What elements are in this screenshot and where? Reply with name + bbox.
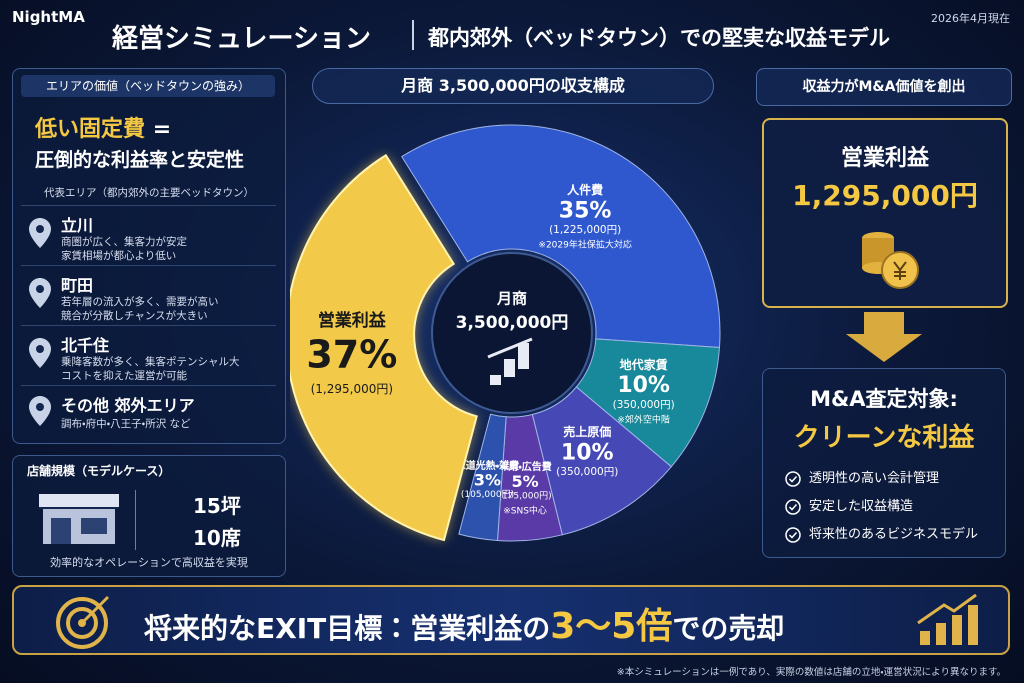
area-line: 若年層の流入が多く、需要が高い [61, 296, 219, 308]
subtitle: 都内郊外（ベッドタウン）での堅実な収益モデル [428, 26, 890, 50]
headline-equals: = [152, 117, 172, 142]
ma-title: M&A査定対象: [810, 387, 958, 411]
segment-value: 3% [474, 470, 501, 489]
chart-title: 月商 3,500,000円の収支構成 [312, 68, 714, 104]
segment-name: 地代家賃 [620, 357, 668, 372]
icon-bar [504, 359, 515, 377]
donut-segment [401, 124, 721, 349]
segment-value: 35% [559, 198, 612, 223]
center-label: 月商 [496, 290, 527, 308]
segment-note: ※郊外空中階 [617, 413, 670, 425]
segment-amount: (1,295,000円) [311, 382, 393, 396]
growth-icon [487, 337, 533, 385]
area-name: 立川 [61, 216, 94, 235]
panel-heading: 収益力がM&A価値を創出 [756, 68, 1012, 106]
growth-icon [917, 593, 978, 645]
area-name: 北千住 [61, 336, 110, 355]
area-line: 乗降客数が多く、集客ポテンシャル大 [61, 356, 240, 368]
area-item: 立川 商圏が広く、集客力が安定 家賃相場が都心より低い [21, 205, 276, 264]
segment-name: 水道光熱・雑費 [455, 459, 519, 472]
headline-accent: 低い固定費 [35, 117, 146, 142]
store-seats: 10席 [193, 526, 241, 550]
areas-heading: 代表エリア（都内郊外の主要ベッドタウン） [44, 187, 254, 199]
title: 経営シミュレーション [112, 24, 371, 54]
check-item: 将来性のあるビジネスモデル [809, 527, 979, 542]
donut-segment [458, 413, 507, 542]
donut-chart: 人件費35%(1,225,000円)※2029年社保拡大対応地代家賃10%(35… [290, 124, 721, 542]
profit-label: 営業利益 [840, 146, 929, 171]
area-item: 町田 若年層の流入が多く、需要が高い 競合が分散しチャンスが大きい [21, 265, 276, 324]
check-icon [785, 470, 801, 487]
segment-name: 営業利益 [318, 310, 387, 331]
target-icon [56, 595, 110, 649]
area-item: 北千住 乗降客数が多く、集客ポテンシャル大 コストを抑えた運営が可能 [21, 325, 276, 384]
headline: 圧倒的な利益率と安定性 [35, 149, 245, 171]
segment-name: 採用・広告費 [498, 460, 551, 473]
date: 2026年4月現在 [931, 12, 1010, 25]
area-line: コストを抑えた運営が可能 [61, 370, 187, 382]
segment-name: 売上原価 [563, 424, 611, 439]
segment-amount: (175,000円) [498, 491, 551, 502]
segment-value: 10% [561, 440, 614, 465]
segment-value: 10% [617, 373, 670, 398]
segment-amount: (350,000円) [556, 466, 618, 478]
segment-name: 人件費 [566, 182, 603, 197]
brand: NightMA [12, 8, 85, 26]
pin-icon [29, 218, 51, 248]
area-line: 家賃相場が都心より低い [61, 250, 177, 262]
store-icon [39, 494, 119, 544]
check-item: 安定した収益構造 [809, 499, 914, 514]
check-icon [785, 498, 801, 515]
title-separator [412, 20, 414, 50]
ma-highlight: クリーンな利益 [793, 423, 975, 453]
segment-note: ※2029年社保拡大対応 [538, 238, 631, 250]
area-line: 商圏が広く、集客力が安定 [61, 236, 187, 248]
segment-amount: (350,000円) [613, 399, 675, 411]
store-panel: 店舗規模（モデルケース） 15坪 10席 効率的なオペレーションで高収益を実現 [12, 455, 286, 577]
store-size: 15坪 [193, 494, 241, 518]
donut-segment [290, 153, 478, 542]
area-panel: エリアの価値（ベッドタウンの強み） 低い固定費 = 圧倒的な利益率と安定性 代表… [12, 68, 286, 444]
area-line: 調布・府中・八王子・所沢 など [61, 418, 191, 430]
footnote: ※本シミュレーションは一例であり、実際の数値は店舗の立地・運営状況により異なりま… [616, 667, 1006, 678]
icon-bar [490, 375, 501, 385]
banner-text: での売却 [672, 612, 785, 645]
area-name: その他 郊外エリア [61, 396, 195, 415]
check-icon [785, 526, 801, 543]
profit-value: 1,295,000円 [792, 179, 978, 212]
banner-text: 将来的なEXIT目標：営業利益の [144, 612, 551, 645]
segment-note: ※SNS中心 [503, 505, 547, 517]
down-arrow [846, 312, 922, 362]
segment-amount: (105,000円) [461, 489, 514, 500]
center-value: 3,500,000円 [456, 313, 569, 333]
banner-highlight: 3〜5倍 [550, 606, 673, 647]
panel-heading: エリアの価値（ベッドタウンの強み） [21, 75, 275, 97]
profit-box: 営業利益 1,295,000円 [762, 118, 1008, 308]
icon-bar [518, 343, 529, 369]
ma-box: M&A査定対象: クリーンな利益 透明性の高い会計管理 安定した収益構造 将来性… [762, 368, 1006, 558]
pin-icon [29, 278, 51, 308]
area-name: 町田 [61, 276, 94, 295]
segment-amount: (1,225,000円) [549, 224, 621, 236]
coin-icon [862, 232, 919, 289]
right-panel: 収益力がM&A価値を創出 営業利益 1,295,000円 M&A査定対象: クリ… [756, 68, 1012, 560]
exit-banner: 将来的なEXIT目標：営業利益の3〜5倍での売却 [12, 585, 1010, 655]
store-note: 効率的なオペレーションで高収益を実現 [50, 556, 248, 569]
divider [135, 490, 136, 550]
area-line: 競合が分散しチャンスが大きい [61, 310, 208, 322]
segment-value: 5% [511, 472, 538, 491]
area-item: その他 郊外エリア 調布・府中・八王子・所沢 など [21, 385, 276, 436]
icon-arrow [487, 337, 533, 359]
donut-center [431, 252, 593, 414]
pin-icon [29, 396, 51, 426]
segment-value: 37% [306, 333, 397, 377]
panel-heading: 店舗規模（モデルケース） [27, 464, 171, 478]
pin-icon [29, 338, 51, 368]
check-item: 透明性の高い会計管理 [809, 471, 940, 486]
